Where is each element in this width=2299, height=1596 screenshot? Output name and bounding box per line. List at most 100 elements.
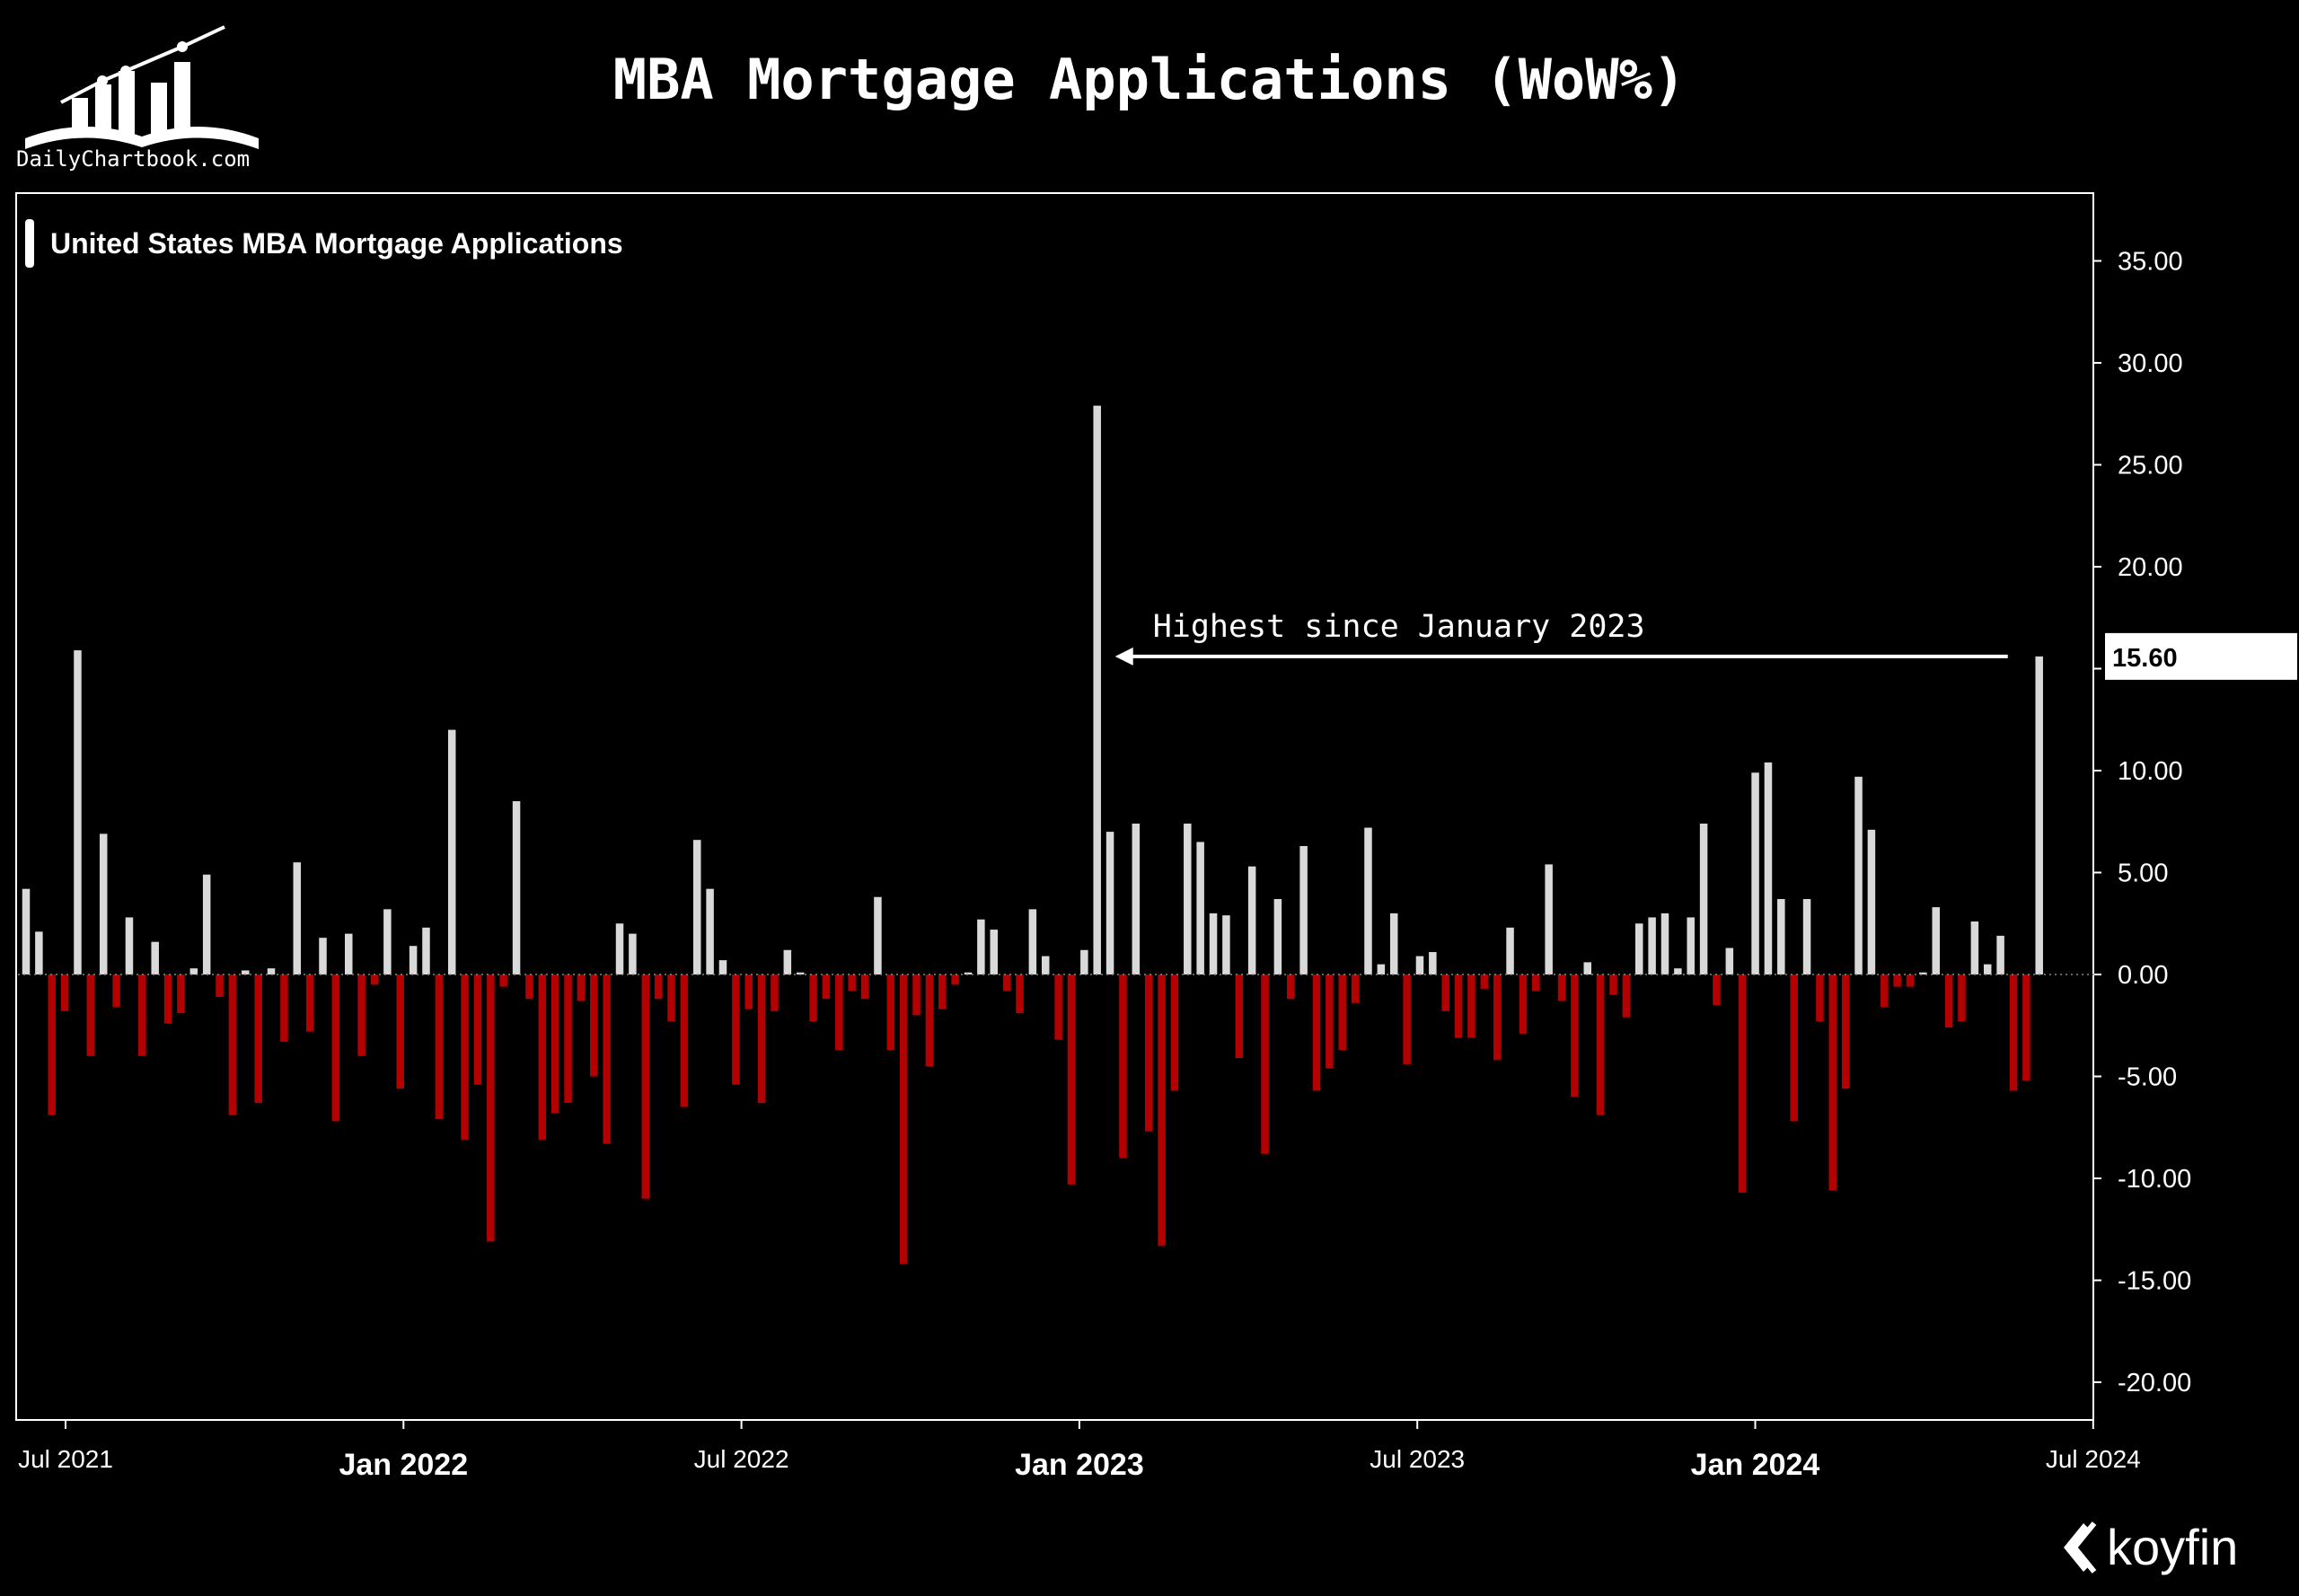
bar[interactable] [1906, 974, 1915, 987]
bar[interactable] [835, 974, 843, 1050]
bar[interactable] [667, 974, 675, 1022]
bar[interactable] [1635, 923, 1643, 974]
bar[interactable] [796, 972, 805, 974]
bar[interactable] [1454, 974, 1463, 1038]
bar[interactable] [2035, 656, 2043, 974]
bar[interactable] [964, 972, 973, 974]
bar[interactable] [590, 974, 598, 1077]
bar[interactable] [1403, 974, 1411, 1064]
bar[interactable] [1016, 974, 1024, 1014]
bar[interactable] [1944, 974, 1953, 1028]
bar[interactable] [603, 974, 611, 1144]
bar[interactable] [848, 974, 856, 992]
bar[interactable] [1699, 824, 1708, 974]
bar[interactable] [1170, 974, 1179, 1091]
bar[interactable] [1532, 974, 1540, 992]
bar[interactable] [1093, 405, 1101, 974]
bar[interactable] [1054, 974, 1062, 1040]
bar[interactable] [125, 917, 134, 974]
bar[interactable] [1338, 974, 1346, 1050]
bar[interactable] [2009, 974, 2018, 1091]
bar[interactable] [680, 974, 689, 1107]
bar[interactable] [1287, 974, 1295, 1000]
bar[interactable] [1713, 974, 1721, 1006]
bar[interactable] [1132, 824, 1141, 974]
bar[interactable] [357, 974, 366, 1056]
bar[interactable] [473, 974, 482, 1085]
bar[interactable] [1970, 921, 1979, 974]
bar[interactable] [163, 974, 172, 1024]
bar[interactable] [1674, 968, 1682, 974]
bar[interactable] [409, 946, 418, 974]
bar[interactable] [1932, 907, 1941, 974]
bar[interactable] [886, 974, 895, 1050]
bar[interactable] [1881, 974, 1889, 1008]
bar[interactable] [1158, 974, 1166, 1246]
bar[interactable] [783, 949, 792, 974]
bar[interactable] [242, 970, 250, 974]
bar[interactable] [732, 974, 740, 1085]
bar[interactable] [1261, 974, 1269, 1154]
bar[interactable] [1841, 974, 1850, 1089]
bar[interactable] [1583, 962, 1592, 974]
bar[interactable] [383, 909, 392, 974]
bar[interactable] [1996, 935, 2004, 974]
bar[interactable] [1596, 974, 1605, 1115]
bar[interactable] [1751, 772, 1759, 974]
bar[interactable] [641, 974, 650, 1199]
bar[interactable] [1519, 974, 1528, 1034]
bar[interactable] [1415, 956, 1424, 974]
bar[interactable] [718, 960, 727, 974]
bar[interactable] [1764, 762, 1773, 974]
bar[interactable] [151, 941, 159, 974]
bar[interactable] [1687, 917, 1695, 974]
bar[interactable] [615, 923, 624, 974]
bar[interactable] [512, 801, 521, 974]
bar[interactable] [1983, 964, 1992, 974]
bar[interactable] [447, 729, 456, 974]
bar[interactable] [538, 974, 547, 1140]
bar[interactable] [1622, 974, 1631, 1018]
bar[interactable] [1364, 827, 1372, 974]
bar[interactable] [202, 874, 211, 974]
bar[interactable] [216, 974, 224, 997]
bar[interactable] [1351, 974, 1360, 1003]
bar[interactable] [1028, 909, 1037, 974]
bar[interactable] [331, 974, 340, 1122]
bar[interactable] [809, 974, 817, 1022]
bar[interactable] [499, 974, 507, 987]
bar[interactable] [1777, 899, 1785, 974]
bar[interactable] [1429, 952, 1437, 974]
bar[interactable] [874, 896, 882, 974]
bar[interactable] [1389, 913, 1398, 974]
bar[interactable] [1828, 974, 1837, 1191]
bar[interactable] [951, 974, 959, 985]
bar[interactable] [138, 974, 146, 1056]
bar[interactable] [1893, 974, 1901, 987]
bar[interactable] [422, 927, 430, 974]
bar[interactable] [1222, 915, 1230, 974]
bar[interactable] [564, 974, 572, 1104]
bar[interactable] [1802, 899, 1811, 974]
bar[interactable] [1326, 974, 1334, 1069]
bar[interactable] [319, 938, 327, 974]
bar[interactable] [1299, 845, 1308, 974]
bar[interactable] [189, 968, 198, 974]
bar[interactable] [912, 974, 920, 1016]
bar[interactable] [396, 974, 404, 1089]
bar[interactable] [822, 974, 831, 1000]
bar[interactable] [1080, 949, 1088, 974]
bar[interactable] [1867, 829, 1876, 974]
bar[interactable] [1312, 974, 1321, 1091]
bar[interactable] [1041, 956, 1050, 974]
bar[interactable] [860, 974, 869, 1000]
bar[interactable] [1725, 948, 1734, 974]
bar[interactable] [1790, 974, 1798, 1122]
bar[interactable] [305, 974, 314, 1032]
bar[interactable] [48, 974, 56, 1115]
bar[interactable] [525, 974, 533, 1000]
bar[interactable] [1545, 864, 1553, 974]
bar[interactable] [1660, 913, 1669, 974]
bar[interactable] [1002, 974, 1011, 992]
bar[interactable] [1209, 913, 1218, 974]
